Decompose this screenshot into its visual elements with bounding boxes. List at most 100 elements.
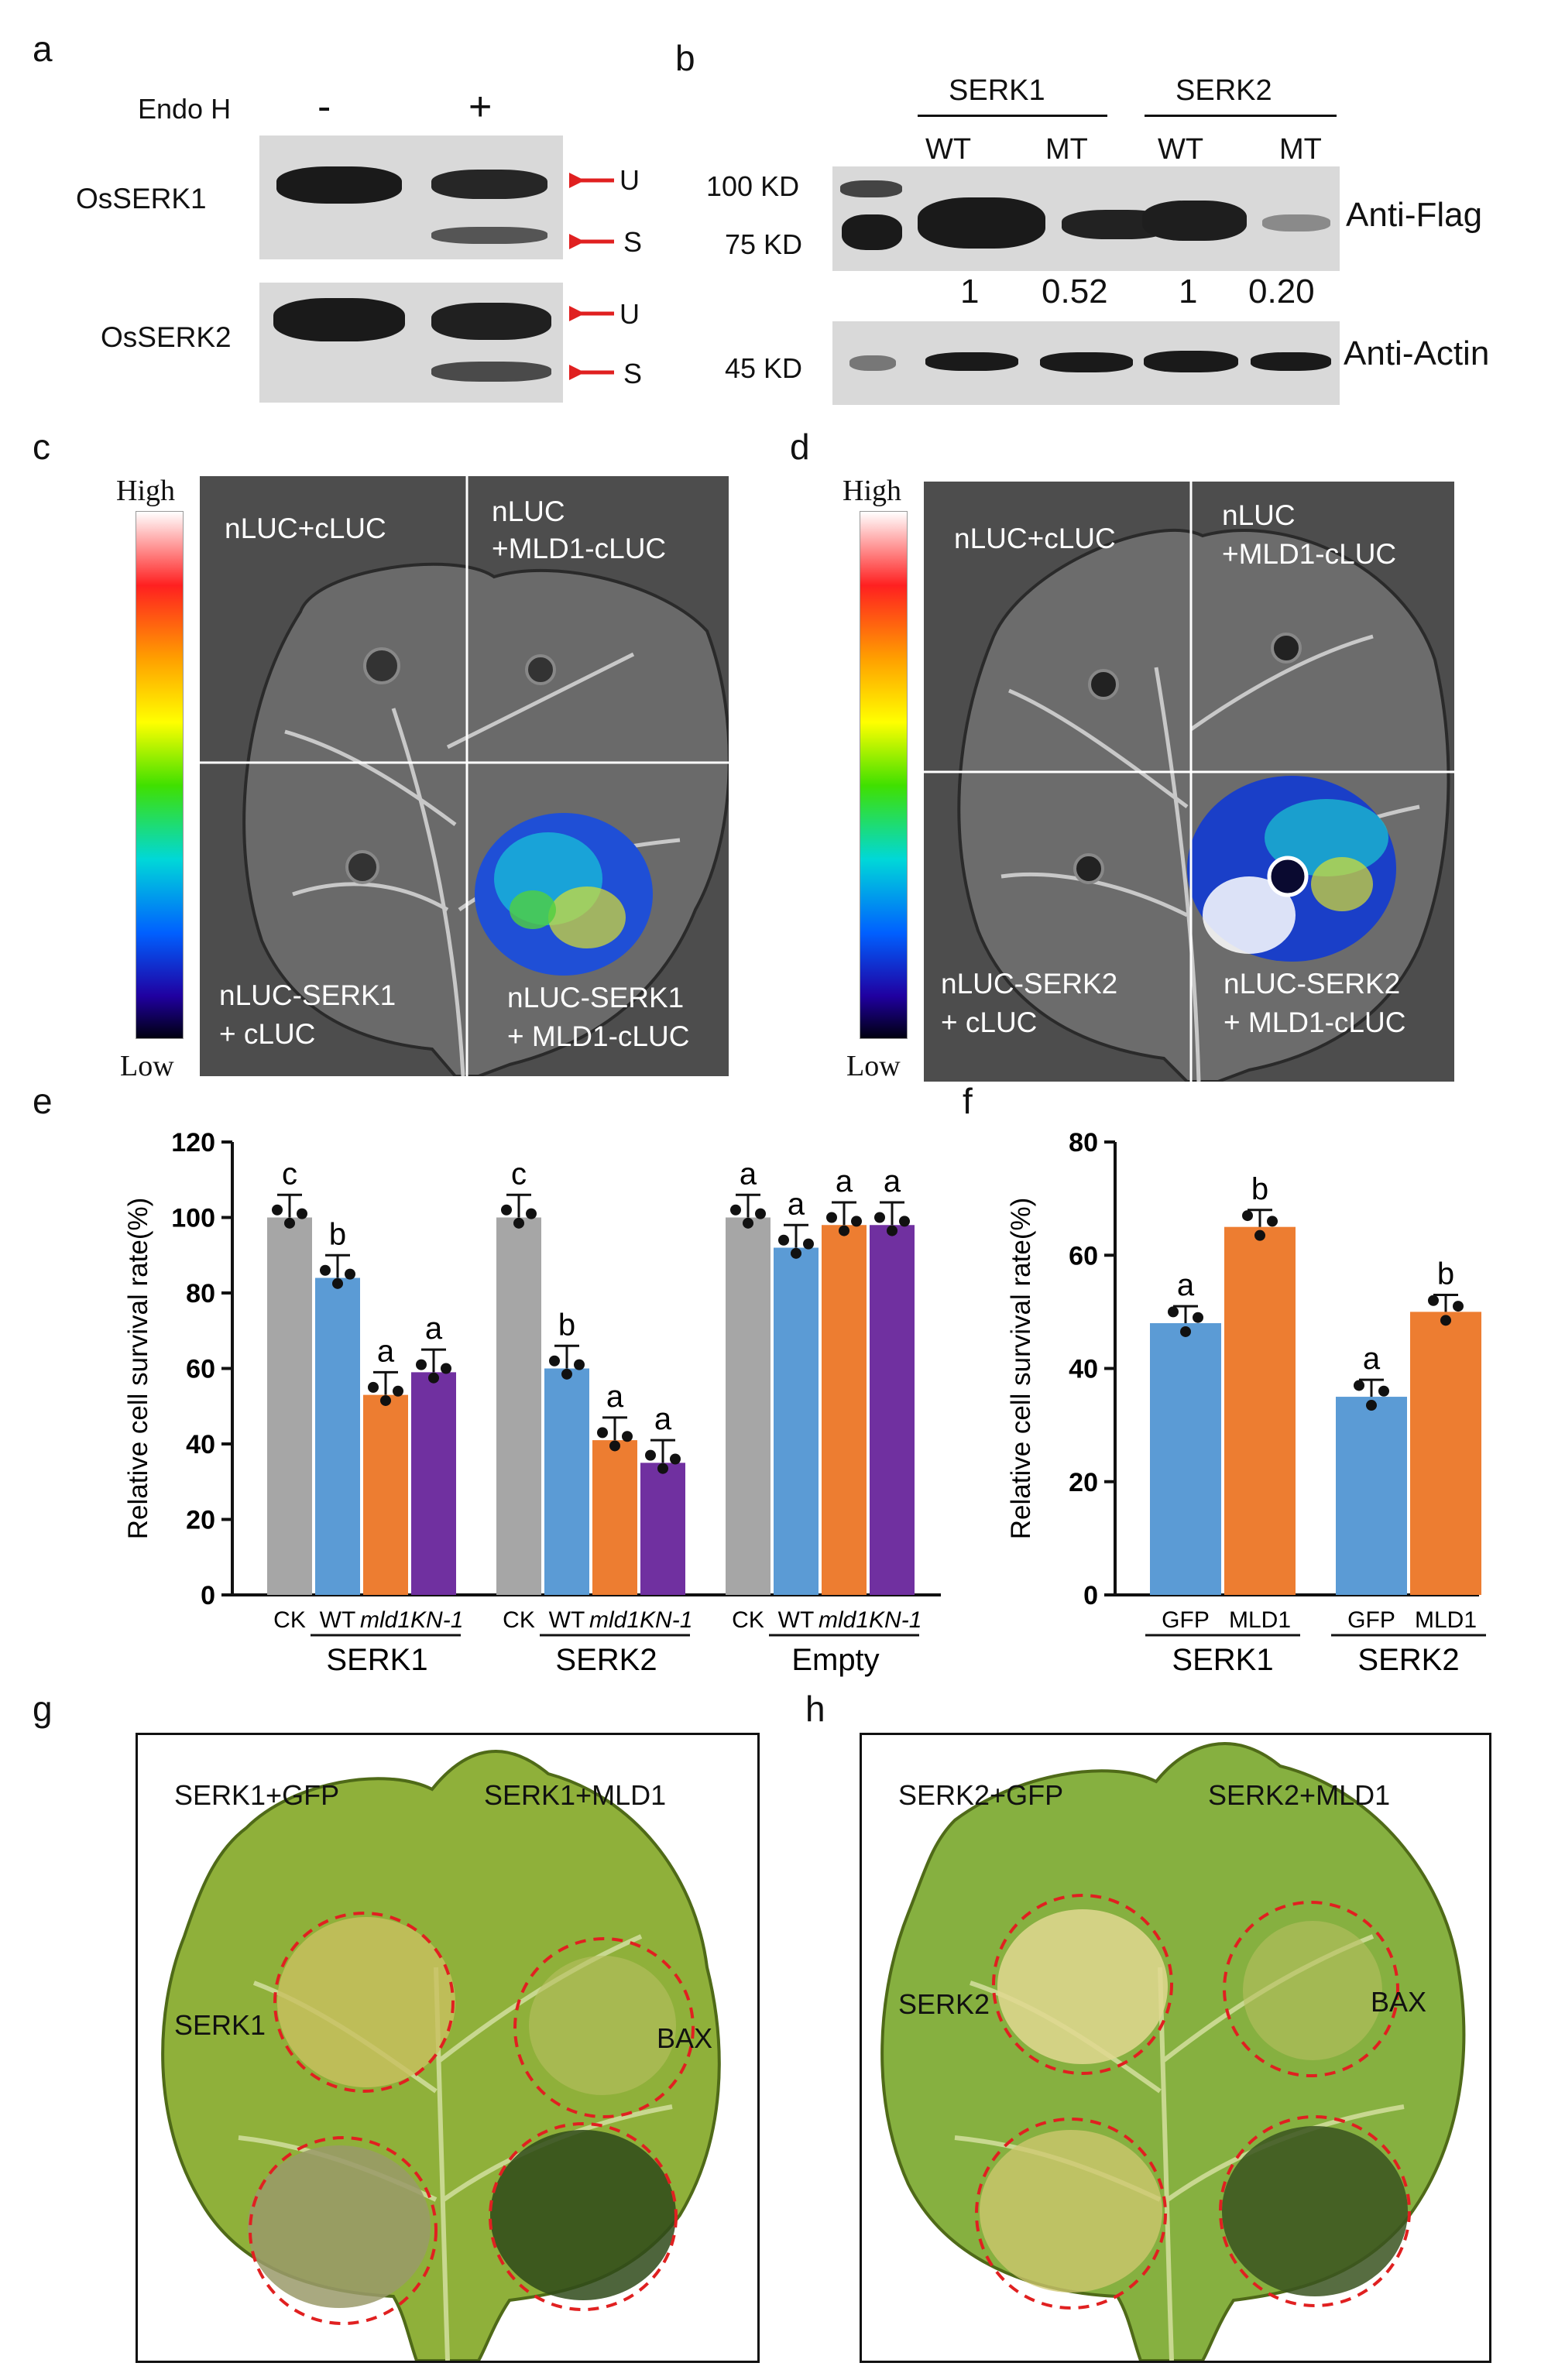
significance-letter: a bbox=[836, 1164, 853, 1199]
data-point bbox=[887, 1225, 897, 1236]
lesion bbox=[1222, 2126, 1408, 2296]
data-point bbox=[899, 1216, 910, 1227]
arrows-a bbox=[569, 161, 614, 392]
x-group-label: SERK1 bbox=[326, 1643, 427, 1677]
blot-band bbox=[431, 227, 547, 244]
infiltration-spot bbox=[1088, 669, 1119, 700]
data-point bbox=[1254, 1229, 1265, 1241]
label-u-2: U bbox=[619, 298, 640, 330]
y-tick-label: 0 bbox=[201, 1581, 215, 1610]
data-point bbox=[1354, 1380, 1364, 1391]
scale-low-c: Low bbox=[120, 1050, 174, 1082]
data-point bbox=[755, 1208, 766, 1219]
dashed-circle bbox=[489, 2122, 678, 2311]
leaf-photo-h-svg bbox=[880, 1742, 1466, 2361]
group-line-serk2 bbox=[1145, 115, 1337, 117]
y-tick-label: 20 bbox=[186, 1506, 215, 1535]
x-category-label: mld1KN-1 bbox=[589, 1607, 692, 1633]
lesion bbox=[490, 2130, 676, 2300]
data-point bbox=[501, 1204, 512, 1216]
y-tick-label: 40 bbox=[1069, 1355, 1098, 1384]
data-point bbox=[826, 1212, 837, 1223]
leaf-label-g-br: BAX bbox=[657, 2022, 713, 2054]
scale-low-d: Low bbox=[846, 1050, 901, 1082]
significance-letter: a bbox=[425, 1312, 443, 1346]
panel-label-b: b bbox=[675, 38, 695, 78]
x-category-label: CK bbox=[732, 1607, 764, 1633]
data-point bbox=[380, 1394, 391, 1406]
bar bbox=[726, 1217, 770, 1595]
y-tick-label: 0 bbox=[1083, 1581, 1098, 1610]
quad-label-d-1: nLUC+cLUC bbox=[954, 523, 1116, 554]
lane-label-wt-1: WT bbox=[925, 133, 972, 166]
blot-osserk2 bbox=[259, 283, 563, 403]
luc-image-c bbox=[200, 476, 729, 1076]
data-point bbox=[1428, 1295, 1439, 1306]
significance-letter: b bbox=[1437, 1257, 1454, 1291]
infiltration-spot bbox=[363, 647, 400, 684]
bar bbox=[640, 1463, 685, 1595]
x-category-label: CK bbox=[273, 1607, 306, 1633]
dashed-circle bbox=[992, 1894, 1173, 2075]
data-point bbox=[670, 1453, 681, 1465]
luminescence-signal bbox=[548, 886, 626, 948]
data-point bbox=[368, 1381, 379, 1393]
luminescence-scale-bar-d bbox=[860, 511, 908, 1039]
group-label-serk2: SERK2 bbox=[1175, 74, 1272, 107]
quad-label-c-4b: + MLD1-cLUC bbox=[507, 1020, 690, 1052]
quad-label-d-3a: nLUC-SERK2 bbox=[941, 968, 1118, 1000]
blot-band bbox=[1262, 214, 1330, 231]
significance-letter: c bbox=[282, 1157, 297, 1191]
scale-high-d: High bbox=[843, 475, 901, 507]
data-point bbox=[561, 1368, 572, 1380]
significance-letter: b bbox=[558, 1308, 575, 1342]
quad-label-c-3b: + cLUC bbox=[219, 1018, 316, 1050]
infiltration-spot bbox=[1271, 633, 1302, 664]
data-point bbox=[622, 1431, 633, 1442]
data-point bbox=[574, 1359, 585, 1370]
infiltration-spot bbox=[345, 850, 379, 884]
quad-label-c-2a: nLUC bbox=[492, 496, 565, 527]
leaf-photo-g bbox=[136, 1733, 760, 2363]
blot-band bbox=[1040, 352, 1133, 372]
significance-letter: a bbox=[1363, 1342, 1381, 1376]
bar bbox=[1224, 1226, 1296, 1595]
data-point bbox=[320, 1264, 331, 1276]
significance-letter: b bbox=[329, 1217, 346, 1251]
lesion bbox=[997, 1909, 1168, 2064]
luminescence-scale-bar-c bbox=[136, 511, 184, 1039]
data-point bbox=[345, 1268, 355, 1280]
label-anti-actin: Anti-Actin bbox=[1344, 334, 1490, 372]
blot-band bbox=[840, 180, 902, 197]
data-point bbox=[730, 1204, 741, 1216]
y-tick-label: 60 bbox=[1069, 1241, 1098, 1271]
bar bbox=[1150, 1323, 1221, 1595]
bar bbox=[1336, 1397, 1407, 1595]
significance-letter: b bbox=[1251, 1172, 1268, 1206]
x-category-label: CK bbox=[503, 1607, 535, 1633]
data-point bbox=[874, 1212, 885, 1223]
significance-letter: c bbox=[511, 1157, 527, 1191]
y-tick-label: 80 bbox=[1069, 1128, 1098, 1157]
label-anti-flag: Anti-Flag bbox=[1346, 196, 1483, 234]
y-tick-label: 40 bbox=[186, 1430, 215, 1459]
lesion bbox=[980, 2130, 1162, 2293]
data-point bbox=[609, 1440, 620, 1452]
marker-75kd: 75 KD bbox=[725, 228, 803, 260]
y-tick-label: 120 bbox=[171, 1128, 215, 1157]
panel-label-e: e bbox=[33, 1081, 53, 1121]
x-group-label: SERK2 bbox=[1357, 1643, 1459, 1677]
lesion bbox=[529, 1956, 676, 2095]
significance-letter: a bbox=[884, 1164, 901, 1199]
blot-band bbox=[925, 352, 1018, 371]
lesion bbox=[248, 2145, 431, 2308]
data-point bbox=[597, 1427, 608, 1439]
blot-band bbox=[431, 303, 551, 340]
bar bbox=[822, 1225, 867, 1595]
group-line-serk1 bbox=[918, 115, 1107, 117]
quad-label-d-4b: + MLD1-cLUC bbox=[1224, 1007, 1406, 1038]
scale-high-c: High bbox=[116, 475, 175, 507]
significance-letter: a bbox=[740, 1157, 757, 1191]
significance-letter: a bbox=[788, 1187, 805, 1221]
blot-band bbox=[849, 355, 896, 371]
